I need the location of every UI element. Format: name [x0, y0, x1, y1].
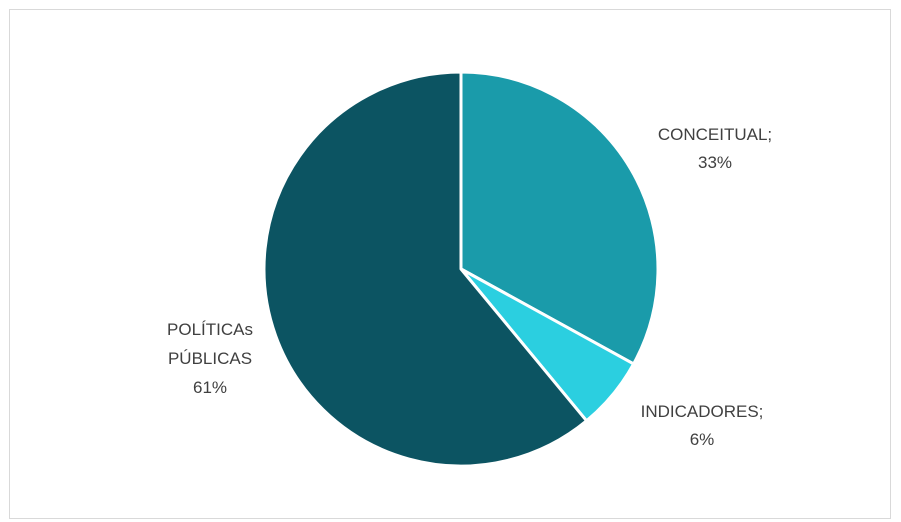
pie-labels: CONCEITUAL; 33% INDICADORES; 6% POLÍTICAs PÚB… [167, 125, 772, 449]
data-label-line: CONCEITUAL; [658, 125, 772, 144]
pie-slice-2 [262, 70, 589, 468]
data-label-1: INDICADORES; 6% [641, 402, 764, 449]
pie-slices [262, 70, 660, 468]
data-label-0: CONCEITUAL; 33% [658, 125, 772, 172]
data-label-line: POLÍTICAs [167, 320, 253, 339]
data-label-line: PÚBLICAS [168, 349, 252, 368]
data-label-line: 61% [193, 378, 227, 397]
data-label-2: POLÍTICAs PÚBLICAS 61% [167, 320, 253, 397]
pie-slice-0 [459, 70, 660, 366]
data-label-line: INDICADORES; [641, 402, 764, 421]
data-label-line: 33% [698, 153, 732, 172]
data-label-line: 6% [690, 430, 715, 449]
